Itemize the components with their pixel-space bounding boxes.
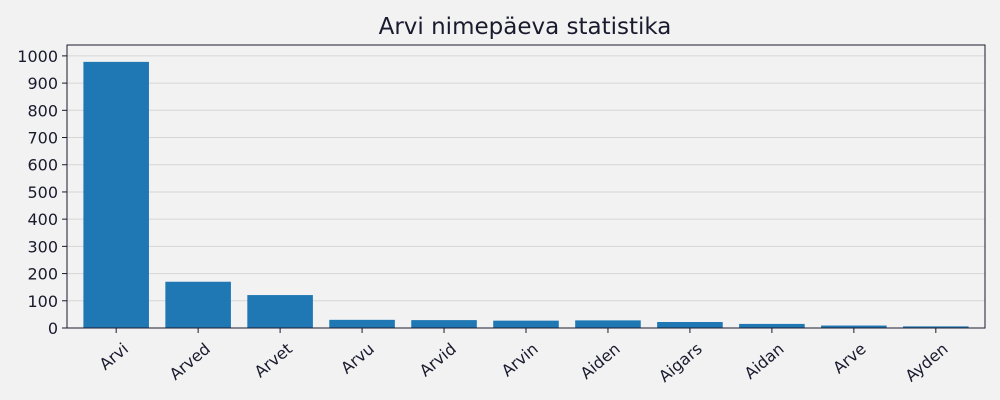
x-tick-label: Arvet <box>251 339 296 381</box>
bar-arvid <box>411 320 477 328</box>
bar-aigars <box>657 322 723 328</box>
x-tick-label: Aiden <box>577 339 624 383</box>
y-tick-label: 100 <box>27 292 58 311</box>
bar-arvu <box>329 319 395 328</box>
x-tick-label: Arvu <box>337 339 378 377</box>
x-tick-label: Ayden <box>901 339 951 385</box>
bar-arvet <box>247 295 313 328</box>
chart-title: Arvi nimepäeva statistika <box>379 14 672 40</box>
y-tick-label: 800 <box>27 101 58 120</box>
y-tick-label: 1000 <box>17 47 58 66</box>
x-tick-label: Aigars <box>655 339 706 386</box>
bar-arvin <box>493 320 559 328</box>
y-axis-ticks: 0 100 200 300 400 500 600 700 800 900 1000 <box>17 47 67 338</box>
x-axis-ticks: Arvi Arved Arvet Arvu Arvid Arvin Aiden Aigars A… <box>96 328 952 386</box>
x-tick-label: Aidan <box>741 339 788 383</box>
x-tick-label: Arved <box>166 339 214 384</box>
y-tick-label: 200 <box>27 265 58 284</box>
bar-arve <box>821 325 887 328</box>
x-tick-label: Arve <box>829 339 869 377</box>
y-tick-label: 700 <box>27 129 58 148</box>
x-tick-label: Arvin <box>498 339 542 380</box>
bars <box>83 61 969 328</box>
y-tick-label: 400 <box>27 210 58 229</box>
y-tick-label: 500 <box>27 183 58 202</box>
y-tick-label: 600 <box>27 156 58 175</box>
bar-aiden <box>575 320 641 328</box>
bar-arved <box>165 281 231 328</box>
bar-aidan <box>739 323 805 328</box>
bar-ayden <box>903 326 969 328</box>
bar-arvi <box>83 61 149 328</box>
x-tick-label: Arvi <box>96 339 132 374</box>
y-tick-label: 0 <box>48 319 58 338</box>
x-tick-label: Arvid <box>416 339 460 380</box>
y-tick-label: 300 <box>27 237 58 256</box>
y-tick-label: 900 <box>27 74 58 93</box>
